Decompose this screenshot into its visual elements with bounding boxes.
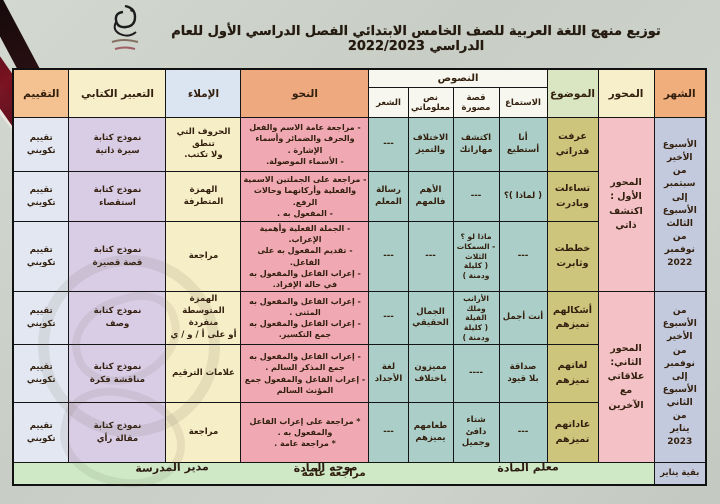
writing-cell: نموذج كتابة مناقشة فكرة <box>68 344 167 404</box>
general-review-cell: مراجعة عامة <box>12 462 655 486</box>
info-text-cell: الأهم فالمهم <box>407 171 454 222</box>
table-row: من الأسبوع الأخير من نوفمبر إلى الأسبوع … <box>12 291 707 464</box>
evaluation-cell: تقييم تكويني <box>12 171 70 222</box>
listening-cell: --- <box>498 402 548 464</box>
signature-school-principal: مدير المدرسة <box>135 460 209 475</box>
writing-cell: نموذج كتابة قصة قصيرة <box>68 220 167 293</box>
writing-cell: نموذج كتابة وصف <box>68 291 167 346</box>
topic-cell: لغاتهم تميزهم <box>546 344 599 404</box>
grammar-cell: - مراجعة عامة الاسم والفعل والحرف والضما… <box>240 117 370 172</box>
table-row: الأسبوع الأخير من سبتمبر إلى الأسبوع الث… <box>12 116 707 293</box>
poetry-cell: لغة الأجداد <box>368 344 409 404</box>
grammar-cell: - إعراب الفاعل والمفعول به المثنى . - إع… <box>240 291 370 346</box>
dictation-cell: الحروف التي تنطق ولا تكتب. <box>165 117 242 172</box>
general-review-row: بقية يناير مراجعة عامة <box>12 462 707 486</box>
picture-story-cell: ماذا لو ؟ - السمكات الثلاث ( كليلة ودمنة… <box>452 220 500 293</box>
axis-cell-block1: المحور الأول : اكتشف ذاتي <box>597 116 655 293</box>
poetry-cell: --- <box>368 220 409 293</box>
writing-cell: نموذج كتابة مقالة رأي <box>68 402 167 464</box>
month-cell-block1: الأسبوع الأخير من سبتمبر إلى الأسبوع الث… <box>653 116 707 293</box>
col-header-grammar: النحو <box>240 68 370 118</box>
grammar-cell: - مراجعة على الجملتين الاسمية والفعلية و… <box>240 171 370 222</box>
picture-story-cell: --- <box>452 171 500 222</box>
topic-cell: عرفت قدراتي <box>546 117 599 172</box>
evaluation-cell: تقييم تكويني <box>12 402 70 464</box>
table-row: لغاتهم تميزهم صداقة بلا قيود ---- مميزون… <box>12 344 706 404</box>
info-text-cell: الجمال الحقيقي <box>407 291 454 346</box>
evaluation-cell: تقييم تكويني <box>12 117 70 172</box>
signature-subject-teacher: معلم المادة <box>497 460 559 475</box>
listening-cell: أنا أستطيع <box>498 117 548 172</box>
evaluation-cell: تقييم تكويني <box>12 291 70 346</box>
col-header-picture-story: قصة مصورة <box>452 87 500 118</box>
poetry-cell: رسالة المعلم <box>368 171 409 222</box>
dictation-cell: الهمزة المتوسطة منفردة أو على أ / و / ي <box>165 291 242 346</box>
evaluation-cell: تقييم تكويني <box>12 220 70 293</box>
dictation-cell: مراجعة <box>165 220 242 293</box>
info-text-cell: الاختلاف والتميز <box>407 117 454 172</box>
page-title: توزيع منهج اللغة العربية للصف الخامس الا… <box>171 24 661 54</box>
writing-cell: نموذج كتابة استقصاء <box>68 171 167 222</box>
poetry-cell: --- <box>368 117 409 172</box>
curriculum-table: الشهر المحور الموضوع النصوص النحو الإملا… <box>11 68 707 486</box>
header-row-2: الاستماع قصة مصورة نص معلوماتي الشعر <box>13 87 706 118</box>
grammar-cell: * مراجعة على إعراب الفاعل والمفعول به . … <box>240 402 370 464</box>
col-header-writing: التعبير الكتابي <box>68 68 167 118</box>
table-row: خططت وثابرت --- ماذا لو ؟ - السمكات الثل… <box>12 220 706 293</box>
month-cell-block2: من الأسبوع الأخير من نوفمبر إلى الأسبوع … <box>653 291 707 464</box>
col-header-poetry: الشعر <box>368 87 409 118</box>
topic-cell: تساءلت وبادرت <box>546 171 599 222</box>
col-header-month: الشهر <box>653 68 707 118</box>
topic-cell: عاداتهم تميزهم <box>546 402 599 464</box>
evaluation-cell: تقييم تكويني <box>12 344 70 404</box>
dictation-cell: مراجعة <box>165 402 242 464</box>
topic-cell: أشكالهم تميزهم <box>546 291 599 346</box>
picture-story-cell: شتاء دافئ وجميل <box>452 402 500 464</box>
axis-cell-block2: المحور الثاني: علاقاتي مع الآخرين <box>597 291 655 464</box>
signature-subject-supervisor: موجه المادة <box>293 460 358 475</box>
table-row: عاداتهم تميزهم --- شتاء دافئ وجميل طعامه… <box>12 402 706 464</box>
listening-cell: أنت أجمل <box>498 291 548 346</box>
topic-cell: خططت وثابرت <box>546 220 599 293</box>
listening-cell: ( لماذا )؟ <box>498 171 548 222</box>
col-header-axis: المحور <box>597 68 655 118</box>
col-header-texts-group: النصوص <box>368 68 548 88</box>
info-text-cell: مميزون باختلاف <box>407 344 454 404</box>
dictation-cell: علامات الترقيم <box>165 344 242 404</box>
listening-cell: صداقة بلا قيود <box>498 344 548 404</box>
month-cell-rest-of-january: بقية يناير <box>653 462 707 486</box>
writing-cell: نموذج كتابة سيرة ذاتية <box>68 117 167 172</box>
col-header-evaluation: التقييم <box>12 68 70 118</box>
picture-story-cell: ---- <box>452 344 500 404</box>
info-text-cell: --- <box>407 220 454 293</box>
col-header-dictation: الإملاء <box>165 68 242 118</box>
poetry-cell: --- <box>368 291 409 346</box>
info-text-cell: طعامهم يميزهم <box>407 402 454 464</box>
col-header-info-text: نص معلوماتي <box>407 87 454 118</box>
grammar-cell: - إعراب الفاعل والمفعول به جمع المذكر ال… <box>240 344 370 404</box>
col-header-listening: الاستماع <box>498 87 548 118</box>
poetry-cell: --- <box>368 402 409 464</box>
picture-story-cell: الأرانب وملك الفيلة ( كليلة ودمنة ) <box>452 291 500 346</box>
grammar-cell: - الجملة الفعلية وأهمية الإعراب. - تقديم… <box>240 220 370 293</box>
picture-story-cell: اكتشف مهاراتك <box>452 117 500 172</box>
publisher-logo-icon <box>111 4 139 50</box>
header-row-1: الشهر المحور الموضوع النصوص النحو الإملا… <box>12 68 707 118</box>
listening-cell: --- <box>498 220 548 293</box>
col-header-topic: الموضوع <box>546 68 599 118</box>
dictation-cell: الهمزة المتطرفة <box>165 171 242 222</box>
